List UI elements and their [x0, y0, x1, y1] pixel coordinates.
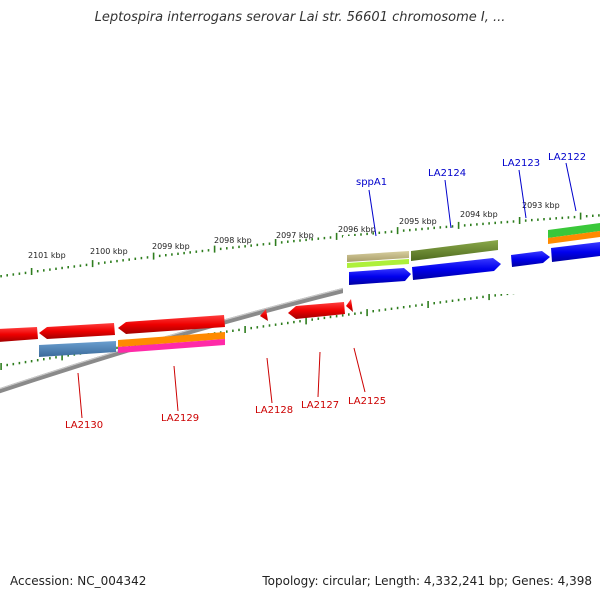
- tick-label: 2100 kbp: [90, 247, 128, 256]
- accession-label: Accession: NC_004342: [10, 574, 147, 588]
- leader-line: [266, 357, 273, 404]
- annotation-bar: [548, 231, 600, 244]
- tick-label: 2093 kbp: [522, 201, 560, 210]
- annotation-bar: [118, 339, 225, 353]
- gene-arrow-la2127[interactable]: [288, 302, 345, 319]
- gene-label-la2125[interactable]: LA2125: [348, 396, 386, 407]
- gene-labels-bottom: LA2130 LA2129 LA2128 LA2127 LA2125: [65, 396, 386, 431]
- gene-arrow-sppA1[interactable]: [349, 268, 411, 285]
- gene-label-la2122[interactable]: LA2122: [548, 152, 586, 163]
- gene-label-la2129[interactable]: LA2129: [161, 413, 199, 424]
- gene-arrow-la2125[interactable]: [346, 299, 353, 312]
- annotation-bar: [118, 332, 225, 347]
- annotation-bar: [347, 251, 409, 262]
- gene-label-la2127[interactable]: LA2127: [301, 400, 339, 411]
- gene-arrow-partial[interactable]: [0, 327, 38, 342]
- leader-line: [77, 372, 83, 419]
- scale-labels: 2101 kbp 2100 kbp 2099 kbp 2098 kbp 2097…: [28, 201, 560, 260]
- annotation-bar: [548, 223, 600, 238]
- tick-label: 2098 kbp: [214, 236, 252, 245]
- leader-line: [173, 365, 179, 412]
- annotation-bars-bottom: [39, 332, 225, 357]
- annotation-bars-top: [347, 223, 600, 268]
- gene-arrow-la2129[interactable]: [118, 315, 225, 334]
- leader-lines-top: [368, 162, 577, 237]
- gene-arrow-la2122[interactable]: [551, 242, 600, 262]
- gene-label-la2130[interactable]: LA2130: [65, 420, 103, 431]
- gene-label-la2123[interactable]: LA2123: [502, 158, 540, 169]
- topology-summary: Topology: circular; Length: 4,332,241 bp…: [262, 574, 592, 588]
- leader-line: [565, 162, 577, 212]
- tick-label: 2094 kbp: [460, 210, 498, 219]
- annotation-bar: [39, 341, 116, 357]
- leader-line: [317, 351, 321, 398]
- gene-label-la2128[interactable]: LA2128: [255, 405, 293, 416]
- leader-lines-bottom: [77, 347, 366, 419]
- gene-label-sppA1[interactable]: sppA1: [356, 177, 387, 188]
- tick-label: 2099 kbp: [152, 242, 190, 251]
- gene-labels-top: sppA1 LA2124 LA2123 LA2122: [356, 152, 586, 188]
- tick-label: 2097 kbp: [276, 231, 314, 240]
- leader-line: [353, 347, 366, 393]
- tick-label: 2095 kbp: [399, 217, 437, 226]
- leader-line: [518, 169, 527, 219]
- reverse-genes: [0, 299, 353, 342]
- leader-line: [444, 179, 452, 229]
- annotation-bar: [411, 240, 498, 261]
- gene-arrow-la2123[interactable]: [511, 251, 550, 267]
- scale-ticks-top: [0, 212, 600, 278]
- gene-arrow-la2130[interactable]: [39, 323, 115, 339]
- map-title: Leptospira interrogans serovar Lai str. …: [94, 10, 506, 25]
- gene-arrow-la2124[interactable]: [412, 258, 501, 280]
- leader-line: [368, 189, 377, 237]
- gene-arrow-la2128[interactable]: [260, 309, 268, 321]
- forward-genes: [349, 242, 600, 285]
- tick-label: 2096 kbp: [338, 225, 376, 234]
- tick-label: 2101 kbp: [28, 251, 66, 260]
- gene-label-la2124[interactable]: LA2124: [428, 168, 466, 179]
- annotation-bar: [347, 259, 409, 268]
